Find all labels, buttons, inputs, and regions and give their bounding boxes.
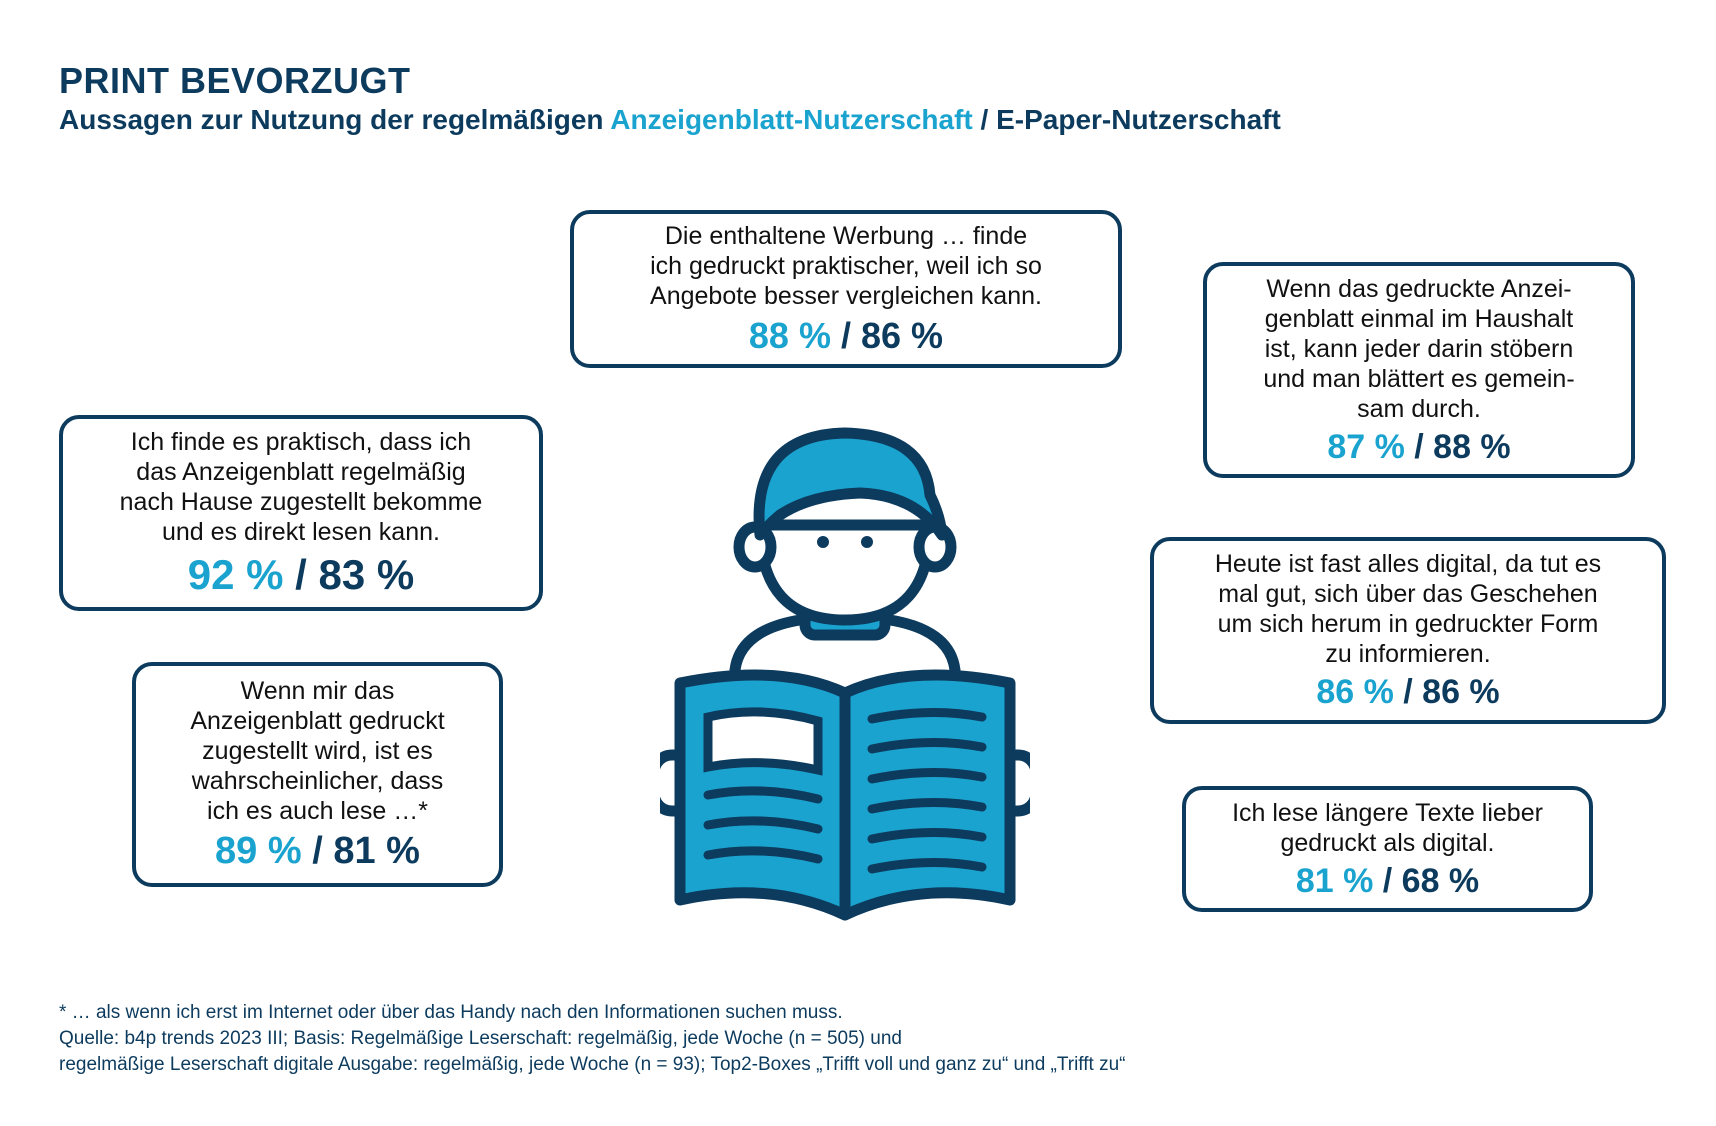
epaper-percentage: 86 % <box>1422 673 1500 711</box>
statement-text: Die enthaltene Werbung … finde ich gedru… <box>650 222 1042 310</box>
percentage-separator: / <box>295 551 307 598</box>
anzeigenblatt-percentage: 88 % <box>748 315 831 356</box>
statement-text: Heute ist fast alles digital, da tut es … <box>1214 550 1602 668</box>
percentage-separator: / <box>1382 861 1393 900</box>
page-subtitle: Aussagen zur Nutzung der regelmäßigen An… <box>59 104 1281 136</box>
percentage-separator: / <box>840 315 851 356</box>
percentage-separator: / <box>1414 427 1424 466</box>
statement-card-werbung: Die enthaltene Werbung … finde ich gedru… <box>570 210 1122 368</box>
epaper-percentage: 81 % <box>333 830 420 872</box>
statement-card-zustellung: Ich finde es praktisch, dass ich das Anz… <box>59 415 543 611</box>
anzeigenblatt-percentage: 87 % <box>1327 427 1405 466</box>
statement-text: Ich lese längere Texte lieber gedruckt a… <box>1232 798 1543 857</box>
subtitle-highlight: Anzeigenblatt-Nutzerschaft <box>610 104 973 135</box>
page-title: PRINT BEVORZUGT <box>59 60 411 101</box>
epaper-percentage: 83 % <box>318 551 415 598</box>
statement-percentages: 88 % / 86 % <box>749 315 943 357</box>
statement-text: Wenn das gedruckte Anzei- genblatt einma… <box>1263 274 1575 423</box>
percentage-separator: / <box>1403 673 1413 711</box>
footnote: * … als wenn ich erst im Internet oder ü… <box>59 1002 843 1023</box>
source-line-2: regelmäßige Leserschaft digitale Ausgabe… <box>59 1054 1126 1075</box>
percentage-separator: / <box>312 830 323 872</box>
statement-percentages: 86 % / 86 % <box>1316 673 1499 712</box>
statement-percentages: 92 % / 83 % <box>188 551 414 599</box>
subtitle-prefix: Aussagen zur Nutzung der regelmäßigen <box>59 104 604 135</box>
epaper-percentage: 68 % <box>1401 861 1480 900</box>
anzeigenblatt-percentage: 81 % <box>1295 861 1374 900</box>
footer: * … als wenn ich erst im Internet oder ü… <box>59 1000 1125 1078</box>
source-line-1: Quelle: b4p trends 2023 III; Basis: Rege… <box>59 1028 902 1049</box>
statement-percentages: 81 % / 68 % <box>1296 862 1479 901</box>
statement-card-laengere-texte: Ich lese längere Texte lieber gedruckt a… <box>1182 786 1593 912</box>
statement-card-lesewahrscheinlichkeit: Wenn mir das Anzeigenblatt gedruckt zuge… <box>132 662 503 887</box>
anzeigenblatt-percentage: 89 % <box>215 830 302 872</box>
statement-text: Ich finde es praktisch, dass ich das Anz… <box>119 428 483 546</box>
statement-card-haushalt: Wenn das gedruckte Anzei- genblatt einma… <box>1203 262 1635 478</box>
statement-percentages: 87 % / 88 % <box>1327 428 1510 467</box>
subtitle-suffix: / E-Paper-Nutzerschaft <box>980 104 1281 135</box>
epaper-percentage: 88 % <box>1433 427 1511 466</box>
anzeigenblatt-percentage: 92 % <box>187 551 284 598</box>
anzeigenblatt-percentage: 86 % <box>1316 673 1394 711</box>
statement-percentages: 89 % / 81 % <box>215 830 420 873</box>
statement-card-digital: Heute ist fast alles digital, da tut es … <box>1150 537 1666 724</box>
person-reading-newspaper-icon <box>660 427 1030 921</box>
statement-text: Wenn mir das Anzeigenblatt gedruckt zuge… <box>190 677 445 825</box>
epaper-percentage: 86 % <box>861 315 944 356</box>
